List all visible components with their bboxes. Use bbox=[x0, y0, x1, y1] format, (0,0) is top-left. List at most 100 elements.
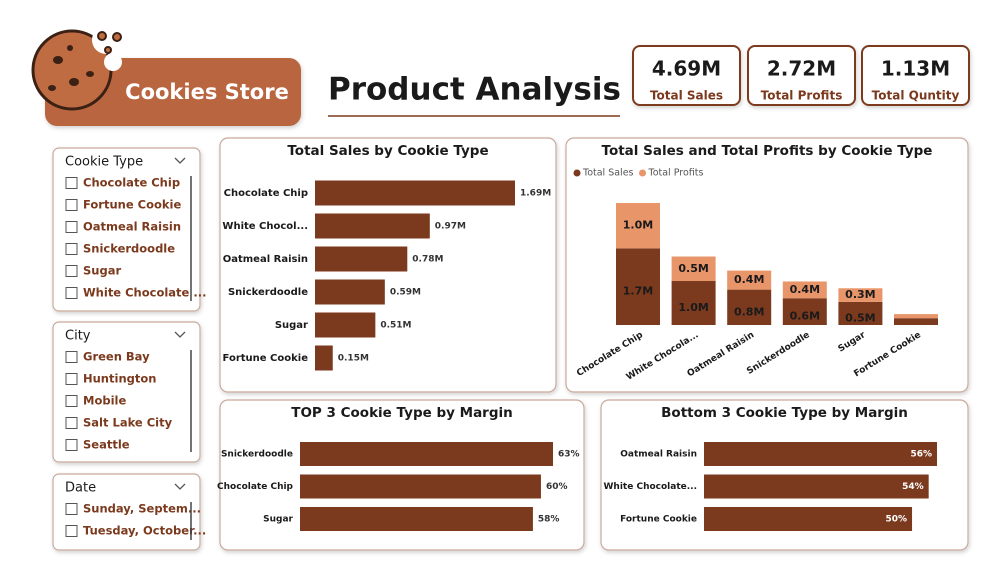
kpi-value: 1.13M bbox=[881, 57, 950, 81]
slicer-item[interactable]: Huntington bbox=[83, 372, 156, 386]
slicer-chevron[interactable] bbox=[174, 483, 186, 490]
chart-title: Total Sales and Total Profits by Cookie … bbox=[602, 143, 933, 159]
kpi-value: 4.69M bbox=[652, 57, 721, 81]
slicer-item[interactable]: Snickerdoodle bbox=[83, 242, 175, 256]
bar-segment bbox=[616, 248, 660, 325]
bar bbox=[315, 180, 515, 206]
slicer-checkbox[interactable] bbox=[65, 287, 78, 299]
slicer-item[interactable]: White Chocolate ... bbox=[83, 286, 206, 300]
slicer-item[interactable]: Salt Lake City bbox=[83, 416, 173, 430]
slicer-item[interactable]: Tuesday, October... bbox=[83, 524, 206, 538]
kpi-label: Total Sales bbox=[650, 89, 723, 103]
legend-marker bbox=[639, 169, 646, 177]
slicer-item[interactable]: Mobile bbox=[83, 394, 126, 408]
category-label: Snickerdoodle bbox=[228, 287, 308, 298]
data-label: 0.51M bbox=[380, 321, 411, 331]
data-label: 1.0M bbox=[623, 219, 653, 232]
slicer-item[interactable]: Green Bay bbox=[83, 350, 150, 364]
bar bbox=[704, 442, 937, 466]
bar-segment bbox=[782, 281, 827, 299]
slicer-title: Cookie Type bbox=[65, 155, 143, 170]
slicer-checkbox[interactable] bbox=[65, 221, 78, 233]
slicer-checkbox[interactable] bbox=[65, 351, 78, 363]
slicer-item[interactable]: Seattle bbox=[83, 438, 130, 452]
data-label: 1.69M bbox=[520, 189, 551, 199]
chart-title: Total Sales by Cookie Type bbox=[287, 143, 488, 159]
slicer-chevron[interactable] bbox=[174, 331, 186, 338]
bar bbox=[315, 213, 430, 239]
bar-segment bbox=[782, 298, 827, 325]
dynamic-content: 4.69M Total Sales 2.72M Total Profits 1.13M T… bbox=[52, 45, 970, 551]
bar bbox=[315, 246, 408, 272]
data-label: 0.15M bbox=[338, 354, 369, 364]
kpi-card bbox=[861, 45, 970, 106]
slicer-title: Date bbox=[65, 481, 96, 496]
slicer-checkbox[interactable] bbox=[65, 525, 78, 537]
data-label: 54% bbox=[902, 482, 924, 492]
slicer-checkbox[interactable] bbox=[65, 395, 78, 407]
slicer-checkbox[interactable] bbox=[65, 177, 78, 189]
slicer-checkbox[interactable] bbox=[65, 417, 78, 429]
category-label: Sugar bbox=[263, 515, 293, 525]
data-label: 0.78M bbox=[412, 255, 443, 265]
bar bbox=[300, 442, 553, 466]
bar-segment bbox=[894, 314, 938, 319]
bar bbox=[315, 345, 333, 371]
cookie-icon bbox=[31, 26, 122, 111]
slicer-item[interactable]: Fortune Cookie bbox=[83, 198, 181, 212]
legend-label: Total Profits bbox=[648, 168, 704, 179]
data-label: 0.4M bbox=[734, 273, 764, 286]
chart-title: Bottom 3 Cookie Type by Margin bbox=[661, 405, 908, 421]
data-label: 60% bbox=[546, 482, 568, 492]
slicer-checkbox[interactable] bbox=[65, 373, 78, 385]
category-label: Fortune Cookie bbox=[223, 353, 309, 364]
slicer-item[interactable]: Sunday, Septem... bbox=[83, 502, 201, 516]
slicer-item[interactable]: Chocolate Chip bbox=[83, 176, 180, 190]
bar bbox=[315, 312, 376, 338]
bar-segment bbox=[727, 289, 772, 325]
data-label: 0.5M bbox=[845, 311, 875, 324]
slicer-checkbox[interactable] bbox=[65, 265, 78, 277]
slicer-checkbox[interactable] bbox=[65, 199, 78, 211]
kpi-value: 2.72M bbox=[767, 57, 836, 81]
bar bbox=[315, 279, 385, 305]
bar-segment bbox=[671, 256, 716, 282]
slicer-card bbox=[52, 321, 201, 463]
data-label: 63% bbox=[558, 450, 580, 460]
kpi-label: Total Quntity bbox=[872, 89, 960, 103]
slicer-checkbox[interactable] bbox=[65, 439, 78, 451]
category-label: White Chocol... bbox=[222, 221, 308, 232]
bar-segment bbox=[894, 318, 938, 325]
slicer-item[interactable]: Sugar bbox=[83, 264, 121, 278]
bar bbox=[704, 507, 913, 531]
kpi-card bbox=[632, 45, 741, 106]
bar bbox=[300, 474, 541, 499]
category-label: Chocolate Chip bbox=[217, 482, 294, 492]
legend-label: Total Sales bbox=[582, 168, 634, 179]
category-label: White Chocolate... bbox=[604, 482, 698, 492]
chart-title: TOP 3 Cookie Type by Margin bbox=[291, 405, 512, 421]
slicer-checkbox[interactable] bbox=[65, 503, 78, 515]
data-label: 58% bbox=[538, 515, 560, 525]
slicer-title: City bbox=[65, 329, 91, 344]
data-label: 0.8M bbox=[734, 305, 764, 318]
slicer-chevron[interactable] bbox=[174, 157, 186, 164]
slicer-checkbox[interactable] bbox=[65, 243, 78, 255]
data-label: 1.0M bbox=[678, 301, 708, 314]
bar-segment bbox=[616, 203, 660, 249]
category-label: Oatmeal Raisin bbox=[620, 450, 697, 460]
data-label: 0.5M bbox=[678, 262, 708, 275]
logo-text: Cookies Store bbox=[125, 80, 289, 104]
category-label: Snickerdoodle bbox=[221, 450, 293, 460]
legend-marker bbox=[573, 169, 581, 177]
data-label: 0.4M bbox=[790, 283, 820, 296]
kpi-card bbox=[747, 45, 856, 106]
data-label: 0.97M bbox=[435, 222, 466, 232]
slicer-item[interactable]: Oatmeal Raisin bbox=[83, 220, 181, 234]
slicer-card bbox=[52, 147, 201, 312]
category-label: Chocolate Chip bbox=[224, 188, 308, 199]
category-label: Oatmeal Raisin bbox=[223, 254, 308, 265]
bar-segment bbox=[671, 281, 716, 325]
